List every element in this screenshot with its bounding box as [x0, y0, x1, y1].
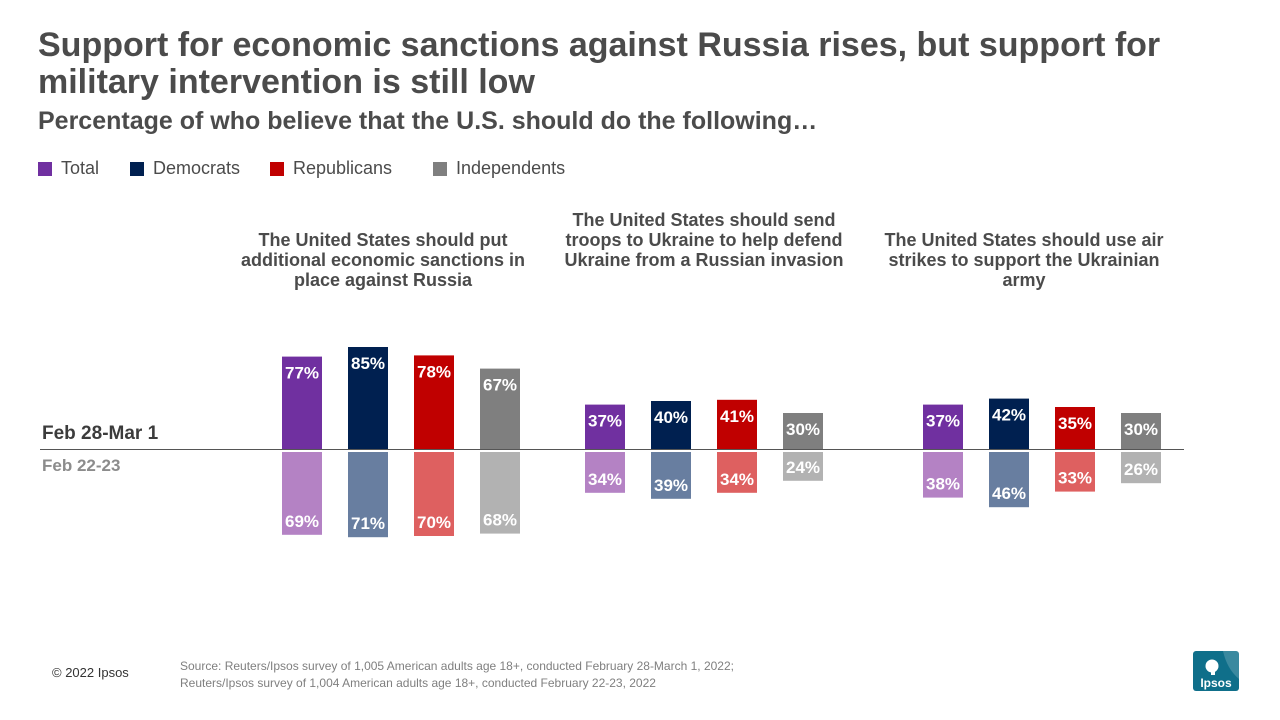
bar-previous-g1-republicans: [414, 452, 454, 536]
label-previous-g2-independents: 24%: [786, 458, 820, 477]
label-previous-g3-democrats: 46%: [992, 484, 1026, 503]
bar-previous-g2-total: [585, 452, 625, 493]
bar-current-g2-democrats: [651, 401, 691, 449]
label-previous-g1-democrats: 71%: [351, 514, 385, 533]
bar-previous-g3-independents: [1121, 452, 1161, 484]
legend-swatch-republicans: [270, 162, 284, 176]
bar-previous-g2-independents: [783, 452, 823, 481]
bar-current-g3-total: [923, 404, 963, 449]
group-title-sanctions: The United States should put additional …: [240, 230, 526, 290]
bar-current-g1-democrats: [348, 347, 388, 449]
label-current-g1-republicans: 78%: [417, 362, 451, 381]
label-current-g2-republicans: 41%: [720, 407, 754, 426]
legend-label-independents: Independents: [456, 158, 566, 178]
source-line-2: Reuters/Ipsos survey of 1,004 American a…: [180, 676, 656, 690]
logo-text: Ipsos: [1200, 676, 1232, 690]
legend-label-total: Total: [61, 158, 100, 178]
label-previous-g2-republicans: 34%: [720, 470, 754, 489]
source-note: Source: Reuters/Ipsos survey of 1,005 Am…: [180, 658, 734, 692]
bar-previous-g2-republicans: [717, 452, 757, 493]
bar-previous-g2-democrats: [651, 452, 691, 499]
bar-current-g3-democrats: [989, 398, 1029, 449]
bar-current-g2-republicans: [717, 399, 757, 449]
chart-subtitle: Percentage of who believe that the U.S. …: [38, 107, 818, 135]
label-previous-g1-republicans: 70%: [417, 513, 451, 532]
label-previous-g3-independents: 26%: [1124, 460, 1158, 479]
bar-current-g2-independents: [783, 413, 823, 449]
group-title-air-strikes: The United States should use air strikes…: [884, 230, 1164, 290]
bar-current-g3-republicans: [1055, 407, 1095, 449]
label-current-g3-total: 37%: [926, 412, 960, 431]
label-current-g1-democrats: 85%: [351, 354, 385, 373]
label-current-g3-republicans: 35%: [1058, 414, 1092, 433]
label-current-g1-independents: 67%: [483, 376, 517, 395]
label-previous-g2-democrats: 39%: [654, 476, 688, 495]
bar-previous-g3-total: [923, 452, 963, 498]
chart-baseline: [40, 449, 1184, 450]
label-previous-g2-total: 34%: [588, 470, 622, 489]
bar-previous-g1-independents: [480, 452, 520, 534]
label-previous-g1-total: 69%: [285, 512, 319, 531]
legend-swatch-democrats: [130, 162, 144, 176]
legend-label-republicans: Republicans: [293, 158, 393, 178]
source-line-1: Source: Reuters/Ipsos survey of 1,005 Am…: [180, 659, 734, 673]
bar-current-g3-independents: [1121, 413, 1161, 449]
label-current-g3-democrats: 42%: [992, 406, 1026, 425]
label-current-g2-democrats: 40%: [654, 408, 688, 427]
bar-current-g1-total: [282, 356, 322, 449]
copyright: © 2022 Ipsos: [52, 665, 129, 680]
label-previous-g3-republicans: 33%: [1058, 469, 1092, 488]
legend-label-democrats: Democrats: [153, 158, 241, 178]
bar-current-g1-republicans: [414, 355, 454, 449]
bar-previous-g1-democrats: [348, 452, 388, 538]
label-current-g2-independents: 30%: [786, 420, 820, 439]
chart-title: Support for economic sanctions against R…: [38, 26, 1161, 101]
legend-swatch-independents: [433, 162, 447, 176]
label-current-g3-independents: 30%: [1124, 420, 1158, 439]
bar-previous-g3-democrats: [989, 452, 1029, 508]
period-label-current: Feb 28-Mar 1: [42, 423, 159, 444]
bar-current-g2-total: [585, 404, 625, 449]
period-label-previous: Feb 22-23: [42, 456, 121, 475]
legend-swatch-total: [38, 162, 52, 176]
label-previous-g1-independents: 68%: [483, 511, 517, 530]
label-previous-g3-total: 38%: [926, 475, 960, 494]
label-current-g2-total: 37%: [588, 412, 622, 431]
label-current-g1-total: 77%: [285, 364, 319, 383]
group-title-troops: The United States should send troops to …: [564, 210, 844, 270]
bar-previous-g3-republicans: [1055, 452, 1095, 492]
bar-previous-g1-total: [282, 452, 322, 535]
ipsos-logo: Ipsos: [1193, 651, 1239, 691]
bar-current-g1-independents: [480, 368, 520, 449]
